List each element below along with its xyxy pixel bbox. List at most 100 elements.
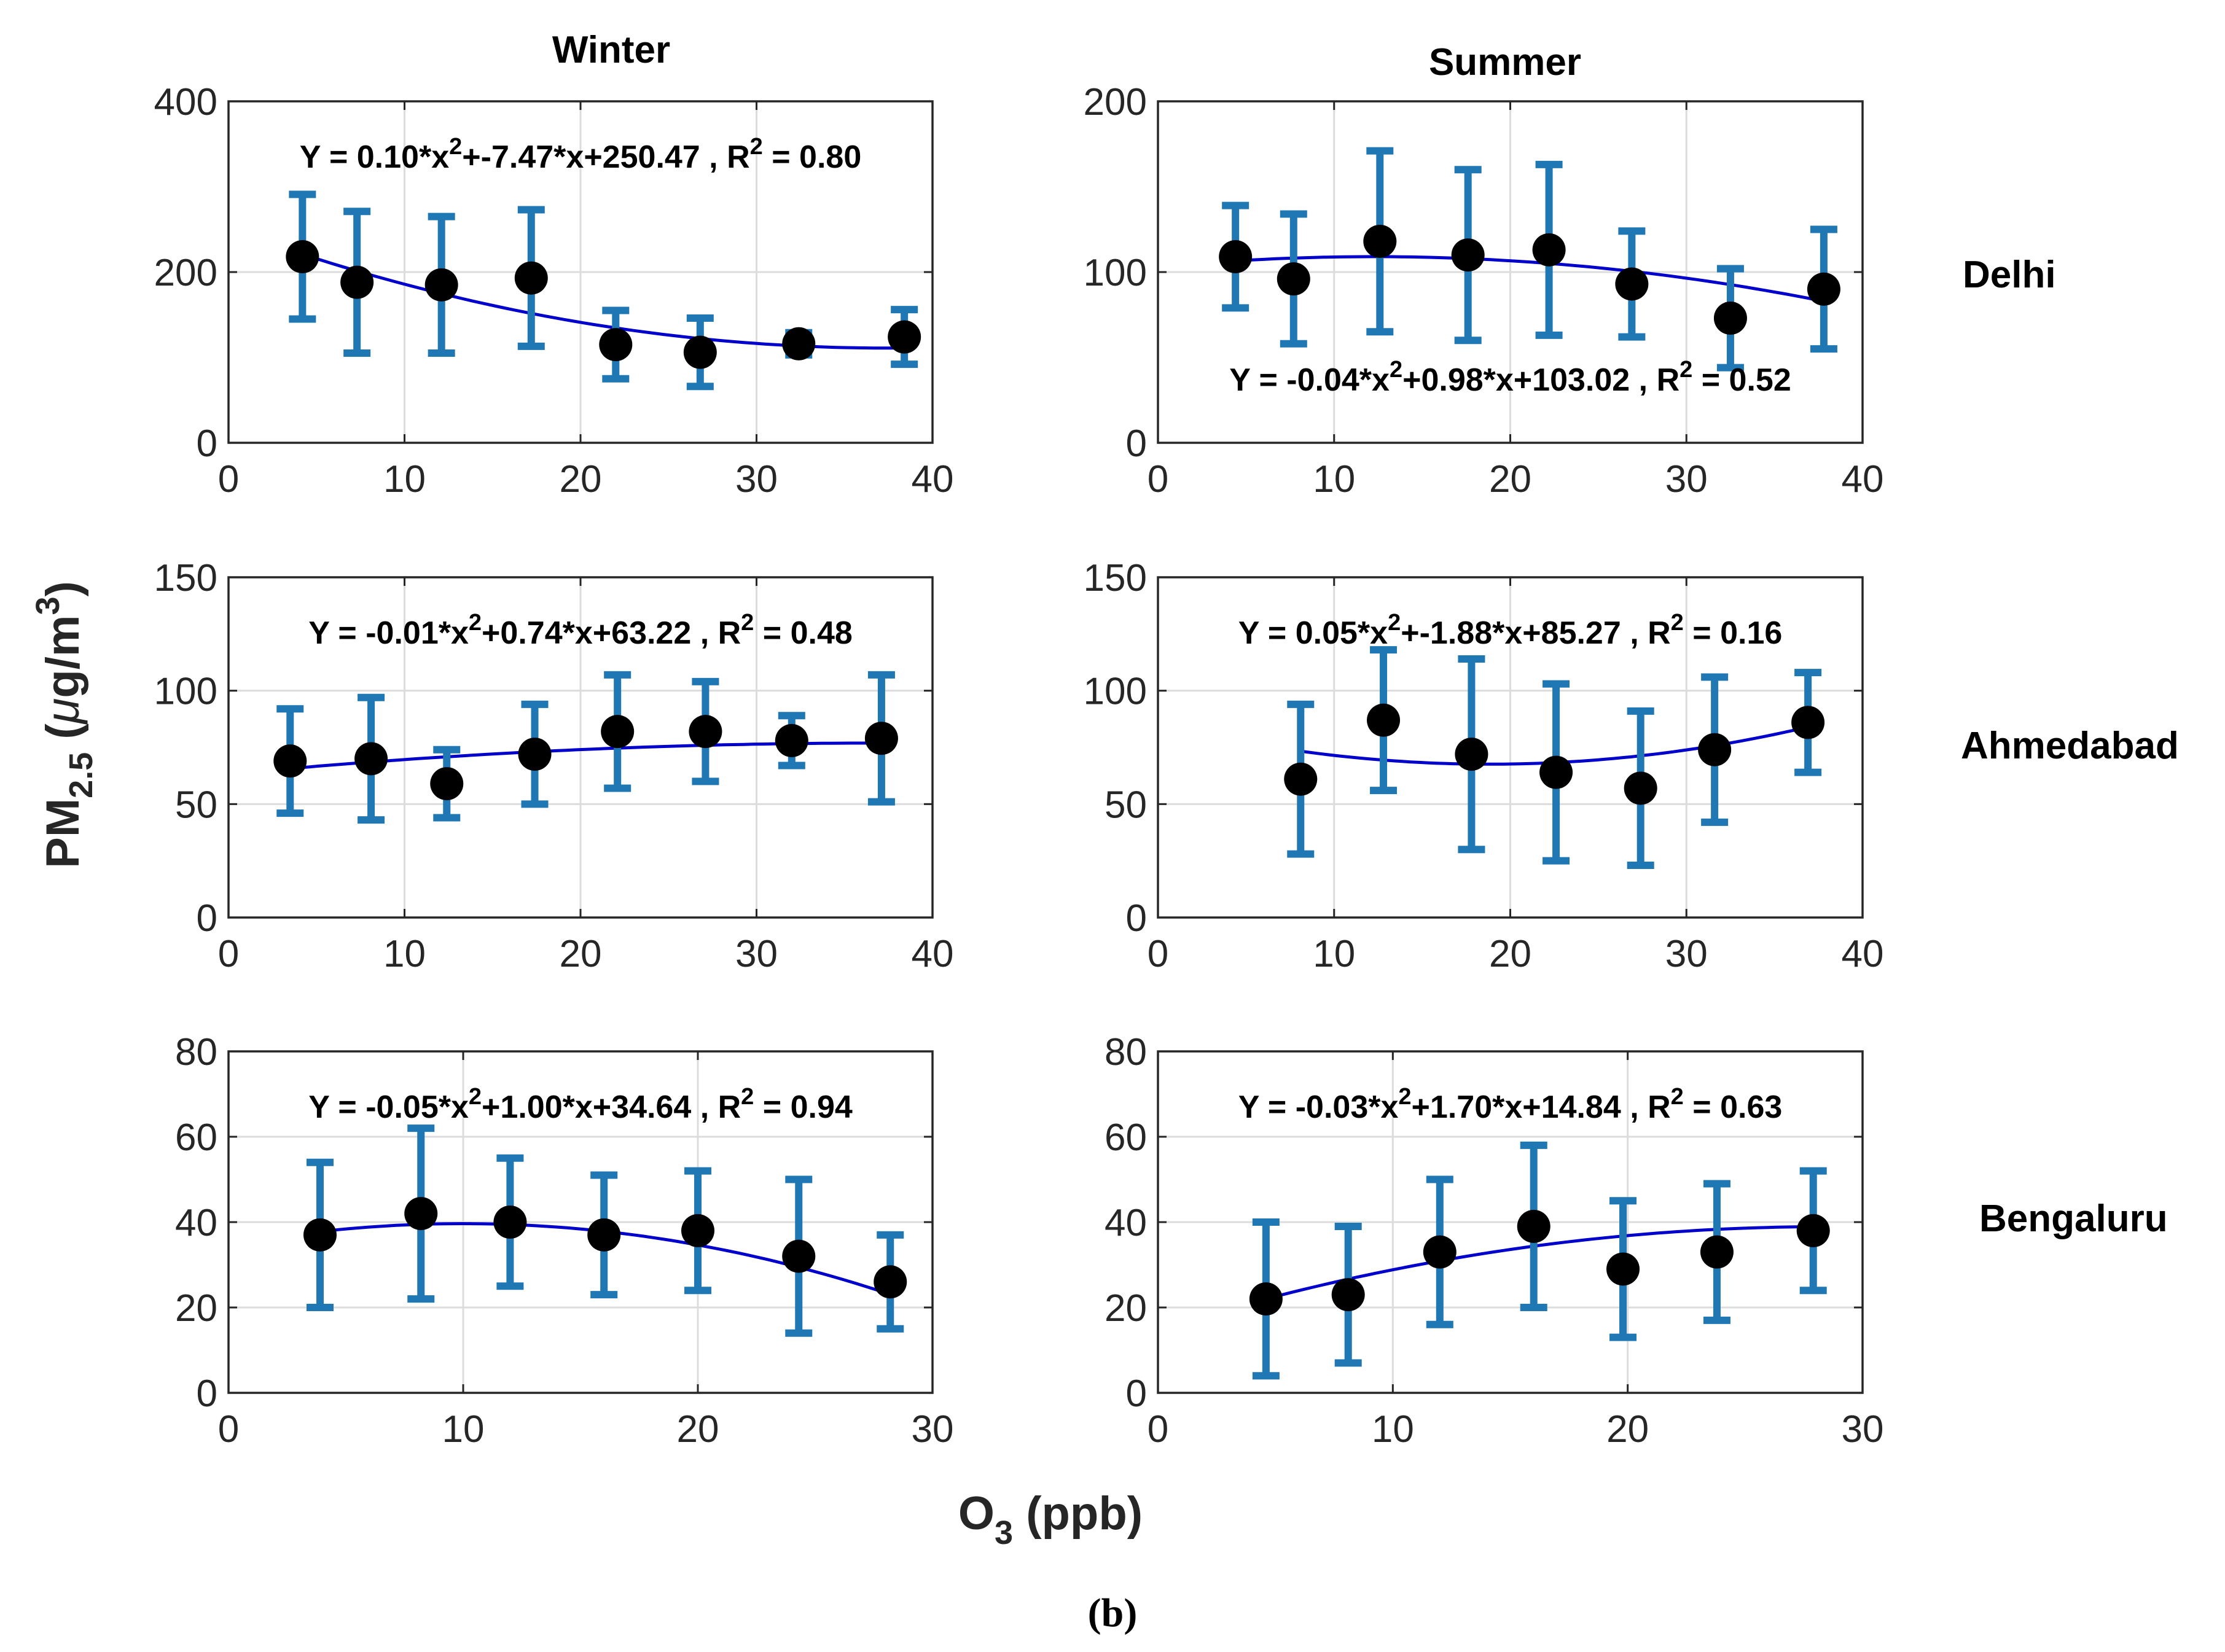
bengaluru-summer-fit-equation-part: +1.70*x+14.84 , R [1412, 1089, 1671, 1125]
x-axis-label: O3 (ppb) [958, 1487, 1143, 1551]
ahmedabad-summer-x-tick-label: 40 [1842, 933, 1884, 975]
delhi-winter-fit-equation-part: Y = 0.10*x [300, 139, 449, 175]
delhi-summer-data-point [1532, 233, 1566, 267]
delhi-winter-x-tick-label: 0 [218, 458, 239, 501]
bengaluru-summer-y-tick-label: 20 [1105, 1287, 1147, 1330]
ahmedabad-summer-fit-equation: Y = 0.05*x2+-1.88*x+85.27 , R2 = 0.16 [1238, 610, 1783, 651]
bengaluru-summer-fit-equation: Y = -0.03*x2+1.70*x+14.84 , R2 = 0.63 [1238, 1084, 1783, 1125]
bengaluru-summer-fit-equation-exponent: 2 [1398, 1084, 1411, 1110]
bengaluru-summer-y-tick-label: 40 [1105, 1202, 1147, 1244]
row-label-bengaluru: Bengaluru [1979, 1198, 2168, 1240]
delhi-winter-x-tick-label: 30 [735, 458, 778, 501]
ahmedabad-winter-fit-equation-exponent: 2 [741, 610, 754, 636]
bengaluru-winter-data-point [404, 1197, 438, 1231]
delhi-summer-data-point [1277, 262, 1310, 296]
bengaluru-summer-data-point [1700, 1235, 1734, 1269]
ahmedabad-winter-x-tick-label: 30 [735, 933, 778, 975]
bengaluru-summer-x-tick-label: 30 [1842, 1408, 1884, 1451]
y-axis-label-unit-open: ( [37, 723, 89, 752]
row-label-delhi: Delhi [1963, 254, 2056, 296]
delhi-winter-fit-equation: Y = 0.10*x2+-7.47*x+250.47 , R2 = 0.80 [300, 134, 861, 175]
delhi-summer-fit-equation-part: = 0.52 [1692, 362, 1791, 398]
bengaluru-summer-y-tick-label: 0 [1126, 1373, 1147, 1415]
bengaluru-winter-fit-equation-part: Y = -0.05*x [308, 1089, 469, 1125]
ahmedabad-winter-data-point [430, 767, 464, 801]
delhi-summer-fit-line [1235, 255, 1824, 303]
delhi-summer-fit-equation: Y = -0.04*x2+0.98*x+103.02 , R2 = 0.52 [1229, 357, 1791, 398]
ahmedabad-winter-data-point [864, 722, 898, 755]
bengaluru-winter-y-tick-label: 80 [175, 1031, 217, 1073]
row-label-ahmedabad: Ahmedabad [1961, 725, 2179, 767]
bengaluru-summer-x-tick-label: 0 [1148, 1408, 1168, 1451]
y-axis-label-unit-mid: g/m [37, 615, 89, 698]
bengaluru-summer-y-tick-label: 80 [1105, 1031, 1147, 1073]
ahmedabad-summer-fit-equation-part: = 0.16 [1684, 615, 1782, 651]
column-title-winter: Winter [552, 29, 670, 71]
delhi-summer-fit-equation-part: Y = -0.04*x [1229, 362, 1390, 398]
delhi-winter-x-tick-label: 20 [560, 458, 602, 501]
ahmedabad-summer-y-tick-label: 100 [1084, 671, 1147, 713]
y-axis-label-unit-superscript: 3 [29, 596, 66, 615]
delhi-summer-x-tick-label: 0 [1148, 458, 1168, 501]
delhi-summer-y-tick-label: 100 [1084, 252, 1147, 294]
ahmedabad-summer-x-tick-label: 20 [1489, 933, 1531, 975]
ahmedabad-summer-fit-equation-part: Y = 0.05*x [1238, 615, 1388, 651]
ahmedabad-summer-fit-equation-exponent: 2 [1671, 610, 1684, 636]
delhi-winter-data-point [599, 328, 633, 362]
bengaluru-summer-data-point [1423, 1235, 1457, 1269]
ahmedabad-winter-y-tick-label: 100 [154, 671, 217, 713]
ahmedabad-winter-fit-equation-exponent: 2 [469, 610, 482, 636]
bengaluru-winter-data-point [681, 1214, 714, 1247]
bengaluru-summer-fit-equation-part: = 0.63 [1684, 1089, 1782, 1125]
ahmedabad-winter-x-tick-label: 10 [383, 933, 426, 975]
bengaluru-summer-fit-equation-exponent: 2 [1671, 1084, 1684, 1110]
delhi-summer-data-point [1363, 224, 1397, 258]
y-axis-label: PM2.5 (μg/m3) [29, 581, 100, 868]
delhi-summer-fit-equation-part: +0.98*x+103.02 , R [1402, 362, 1680, 398]
ahmedabad-winter-y-tick-label: 0 [197, 897, 217, 940]
ahmedabad-summer-data-point [1539, 755, 1573, 789]
delhi-winter-x-tick-label: 10 [383, 458, 426, 501]
delhi-summer-x-tick-label: 30 [1665, 458, 1708, 501]
ahmedabad-winter-fit-equation-part: +0.74*x+63.22 , R [482, 615, 741, 651]
delhi-winter-fit-equation-exponent: 2 [750, 134, 763, 160]
delhi-summer-data-point [1713, 302, 1747, 335]
ahmedabad-summer-y-tick-label: 50 [1105, 784, 1147, 826]
ahmedabad-summer-data-point [1284, 762, 1318, 796]
ahmedabad-summer-data-point [1367, 703, 1401, 737]
delhi-winter-data-point [514, 261, 548, 295]
delhi-winter-y-tick-label: 400 [154, 81, 217, 123]
ahmedabad-winter-data-point [518, 738, 552, 771]
bengaluru-summer-y-tick-label: 60 [1105, 1116, 1147, 1159]
delhi-summer-x-tick-label: 20 [1489, 458, 1531, 501]
bengaluru-winter-x-tick-label: 0 [218, 1408, 239, 1451]
bengaluru-winter-x-tick-label: 10 [442, 1408, 485, 1451]
bengaluru-summer-data-point [1606, 1252, 1640, 1286]
bengaluru-winter-y-tick-label: 60 [175, 1116, 217, 1159]
ahmedabad-summer-data-point [1698, 733, 1732, 766]
ahmedabad-winter-data-point [601, 715, 635, 749]
y-axis-label-main: PM [37, 798, 89, 868]
ahmedabad-summer-y-tick-label: 150 [1084, 557, 1147, 599]
delhi-winter-y-tick-label: 0 [197, 423, 217, 465]
ahmedabad-winter-fit-equation: Y = -0.01*x2+0.74*x+63.22 , R2 = 0.48 [308, 610, 853, 651]
bengaluru-summer-data-point [1796, 1214, 1830, 1247]
ahmedabad-summer-data-point [1455, 738, 1488, 771]
delhi-summer-data-point [1807, 272, 1840, 306]
y-axis-label-unit-mu: μ [37, 698, 89, 725]
delhi-winter-fit-equation-part: +-7.47*x+250.47 , R [462, 139, 749, 175]
bengaluru-winter-data-point [493, 1206, 527, 1239]
ahmedabad-summer-fit-equation-exponent: 2 [1388, 610, 1401, 636]
delhi-winter-data-point [286, 240, 319, 273]
bengaluru-summer-x-tick-label: 10 [1372, 1408, 1414, 1451]
delhi-winter-data-point [340, 265, 374, 299]
bengaluru-winter-y-tick-label: 20 [175, 1287, 217, 1330]
bengaluru-winter-y-tick-label: 40 [175, 1202, 217, 1244]
bengaluru-winter-data-point [874, 1265, 907, 1299]
bengaluru-winter-fit-equation: Y = -0.05*x2+1.00*x+34.64 , R2 = 0.94 [308, 1084, 853, 1125]
delhi-summer-x-tick-label: 40 [1842, 458, 1884, 501]
bengaluru-winter-data-point [587, 1218, 621, 1252]
delhi-winter-y-tick-label: 200 [154, 252, 217, 294]
